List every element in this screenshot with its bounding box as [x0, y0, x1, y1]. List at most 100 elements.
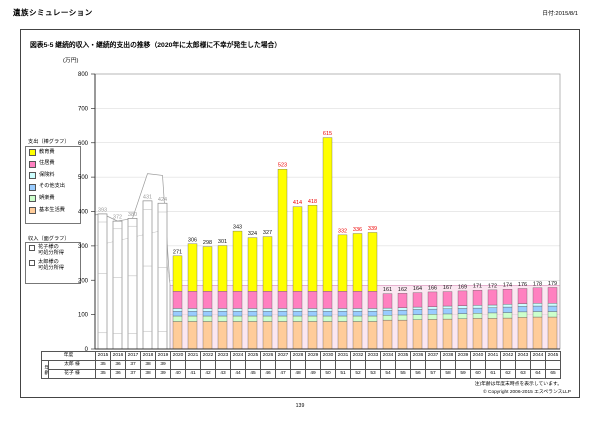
year-cell: 2034 [380, 351, 396, 361]
age-cell: 49 [305, 369, 321, 379]
age-cell [500, 360, 516, 370]
age-cell [380, 360, 396, 370]
age-cell: 36 [110, 369, 126, 379]
age-cell: 51 [335, 369, 351, 379]
year-cell: 2038 [440, 351, 456, 361]
bar-2021: 306 [187, 237, 198, 350]
age-cell [290, 360, 306, 370]
year-cell: 2021 [185, 351, 201, 361]
svg-text:327: 327 [263, 230, 272, 236]
legend-swatch [29, 172, 36, 180]
app-title: 遺族シミュレーション [13, 8, 93, 17]
age-cell [200, 360, 216, 370]
year-cell: 2029 [305, 351, 321, 361]
bar-2037: 166 [427, 285, 438, 350]
legend-swatch [29, 149, 36, 156]
age-cell [305, 360, 321, 370]
bar-2031: 332 [337, 228, 348, 350]
age-cell [185, 360, 201, 370]
year-cell: 2041 [485, 351, 501, 361]
age-cell: 42 [200, 369, 216, 379]
expense-legend-title: 支出（棒グラフ） [28, 139, 70, 145]
legend-label: 保険料 [39, 171, 55, 178]
svg-text:0: 0 [85, 347, 89, 353]
legend-item: 娯楽費 [29, 195, 80, 203]
age-cell: 58 [440, 369, 456, 379]
age-cell: 63 [515, 369, 531, 379]
svg-text:523: 523 [278, 163, 287, 169]
year-cell: 2033 [365, 351, 381, 361]
year-cell: 2035 [395, 351, 411, 361]
year-cell: 2040 [470, 351, 486, 361]
year-cell: 2032 [350, 351, 366, 361]
svg-text:615: 615 [323, 131, 332, 137]
age-cell: 35 [95, 369, 111, 379]
age-cell: 46 [260, 369, 276, 379]
age-cell: 54 [380, 369, 396, 379]
svg-text:100: 100 [78, 313, 89, 319]
year-cell: 2025 [245, 351, 261, 361]
age-cell: 44 [230, 369, 246, 379]
year-cell: 2022 [200, 351, 216, 361]
age-cell [335, 360, 351, 370]
legend-label: 住居費 [39, 160, 55, 167]
svg-text:161: 161 [383, 287, 392, 293]
age-cell: 35 [95, 360, 111, 370]
age-cell [275, 360, 291, 370]
bar-2018: 431 [142, 194, 153, 350]
page-number: 139 [295, 403, 305, 409]
year-cell: 2042 [500, 351, 516, 361]
svg-text:400: 400 [78, 210, 89, 216]
legend-swatch [29, 160, 36, 168]
svg-text:167: 167 [443, 285, 452, 291]
bar-2038: 167 [442, 285, 453, 350]
svg-text:393: 393 [98, 207, 107, 213]
svg-text:339: 339 [368, 226, 377, 232]
age-cell: 57 [425, 369, 441, 379]
bar-2035: 162 [397, 287, 408, 350]
year-cell: 2026 [260, 351, 276, 361]
age-cell: 52 [350, 369, 366, 379]
bar-2028: 414 [292, 200, 303, 350]
legend-swatch [29, 195, 36, 203]
svg-text:298: 298 [203, 240, 212, 246]
bar-2039: 169 [457, 284, 468, 350]
legend-label: 娯楽費 [39, 195, 55, 202]
bar-2024: 343 [232, 225, 243, 350]
svg-text:431: 431 [143, 194, 152, 200]
svg-text:324: 324 [248, 231, 257, 237]
age-cell [425, 360, 441, 370]
bar-2036: 164 [412, 286, 423, 350]
bar-2019: 424 [157, 197, 168, 350]
legend-item: 基本生活費 [29, 207, 80, 214]
bar-2025: 324 [247, 231, 258, 350]
copyright-text: © Copyright 2006-2015 エスペランスLLP [483, 390, 571, 395]
svg-text:380: 380 [128, 212, 137, 218]
svg-text:178: 178 [533, 281, 542, 287]
age-cell: 43 [215, 369, 231, 379]
year-cell: 2024 [230, 351, 246, 361]
age-cell [350, 360, 366, 370]
legend-item: 保険料 [29, 171, 80, 180]
year-cell: 2031 [335, 351, 351, 361]
age-cell: 64 [530, 369, 546, 379]
bar-2044: 178 [532, 281, 543, 350]
bar-2040: 171 [472, 284, 483, 350]
legend-label: 花子様の 可処分所得 [38, 244, 64, 256]
year-cell: 2044 [530, 351, 546, 361]
age-cell: 56 [410, 369, 426, 379]
age-cell: 50 [320, 369, 336, 379]
age-cell: 53 [365, 369, 381, 379]
age-cell [455, 360, 471, 370]
age-cell: 45 [245, 369, 261, 379]
svg-text:(万円): (万円) [63, 57, 79, 64]
bar-2045: 179 [547, 281, 558, 350]
bar-2017: 380 [127, 212, 138, 350]
legend-swatch [29, 206, 36, 214]
svg-text:174: 174 [503, 283, 512, 289]
svg-text:271: 271 [173, 249, 182, 255]
age-cell: 37 [125, 360, 141, 370]
year-cell: 2037 [425, 351, 441, 361]
chart-plot: 393 372 380 431 424 271 306 298 301 343 324 327 523 4… [63, 57, 561, 353]
legend-item: 花子様の 可処分所得 [29, 244, 80, 256]
